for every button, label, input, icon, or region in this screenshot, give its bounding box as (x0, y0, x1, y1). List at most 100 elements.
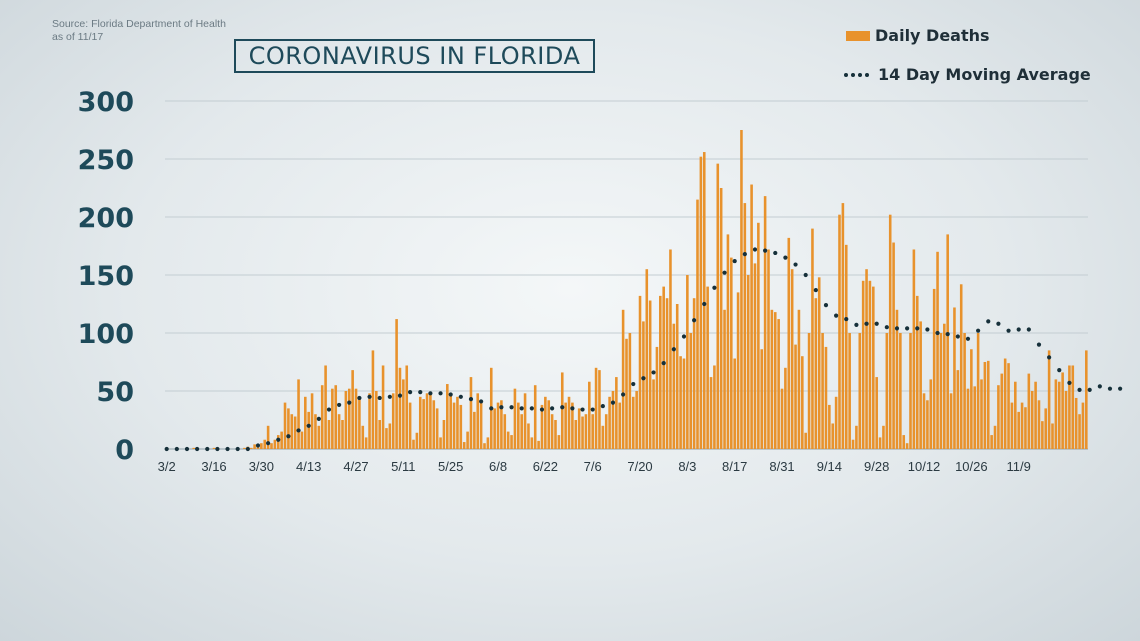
moving-average-point (894, 326, 900, 331)
bar (946, 234, 949, 449)
bar (388, 423, 392, 449)
source-note: Source: Florida Department of Health as … (52, 18, 226, 44)
bar (990, 435, 993, 449)
bar (517, 402, 520, 449)
moving-average-point (357, 395, 362, 401)
moving-average-point (560, 405, 565, 410)
moving-average-point (306, 423, 311, 428)
bar (970, 349, 973, 449)
moving-average-point (164, 446, 169, 452)
moving-average-point (864, 321, 869, 326)
moving-average-point (702, 301, 707, 307)
source-line: Source: Florida Department of Health (52, 18, 226, 30)
bar (848, 333, 851, 449)
bar (554, 420, 557, 449)
moving-average-point (448, 392, 453, 397)
bar (523, 393, 527, 449)
bar (773, 312, 777, 449)
moving-average-point (1087, 387, 1092, 392)
bar (422, 399, 425, 449)
bar (966, 388, 970, 449)
bar (615, 377, 618, 449)
bar (912, 249, 916, 449)
bar (1044, 408, 1048, 449)
moving-average-point (529, 406, 534, 411)
bar (283, 402, 287, 449)
bar (943, 323, 946, 449)
bar (662, 286, 665, 449)
moving-average-point (834, 313, 839, 318)
moving-average-point (752, 247, 758, 252)
bar (723, 309, 726, 449)
moving-average-point (1026, 327, 1031, 332)
moving-average-point (397, 393, 403, 398)
moving-average-point (550, 406, 555, 411)
bar (1034, 381, 1037, 449)
bar (473, 411, 476, 449)
bar (1003, 358, 1007, 449)
bar (493, 408, 496, 449)
moving-average-point (509, 405, 514, 410)
bar (486, 437, 490, 449)
bar (324, 365, 327, 449)
bar (834, 396, 838, 449)
moving-average-point (661, 361, 666, 366)
bar (689, 333, 693, 449)
y-tick-label: 150 (78, 261, 134, 292)
bar (1057, 381, 1061, 449)
moving-average-point (276, 437, 281, 442)
bar (530, 437, 534, 449)
moving-average-point (489, 406, 494, 411)
moving-average-point (286, 434, 291, 439)
x-tick-label: 5/11 (391, 459, 415, 474)
x-tick-label: 3/16 (201, 459, 226, 474)
bar (358, 396, 361, 449)
bar (402, 379, 405, 449)
bar (354, 388, 358, 449)
bar (334, 385, 338, 449)
x-tick-label: 10/12 (908, 459, 941, 474)
moving-average-point (844, 316, 849, 322)
bar (1000, 373, 1004, 449)
bar (997, 385, 1000, 449)
bar (527, 423, 530, 449)
x-tick-label: 7/20 (627, 459, 652, 474)
moving-average-point (763, 248, 768, 253)
moving-average-point (580, 407, 585, 412)
bar (540, 404, 544, 449)
bar (408, 402, 412, 449)
bar (588, 381, 591, 449)
y-tick-label: 300 (78, 87, 134, 118)
bar (888, 214, 892, 449)
bar (790, 269, 794, 449)
bar (844, 244, 848, 449)
bar (412, 439, 415, 449)
bar (726, 234, 730, 449)
bar (581, 416, 584, 449)
moving-average-point (681, 334, 687, 339)
bar (462, 442, 466, 449)
moving-average-point (1067, 380, 1072, 385)
bar (385, 428, 388, 449)
bar (899, 333, 902, 449)
bar (469, 377, 473, 449)
bar (547, 400, 551, 449)
bar (780, 388, 784, 449)
bar (598, 370, 601, 449)
bar (868, 280, 872, 449)
moving-average-point (367, 394, 372, 399)
bar (919, 321, 922, 449)
bar (307, 411, 310, 449)
bar (841, 203, 845, 449)
bar (686, 275, 689, 449)
bar (560, 372, 564, 449)
bar (1085, 350, 1088, 449)
bar (1017, 411, 1020, 449)
moving-average-point (631, 381, 636, 387)
moving-average-point (621, 392, 626, 397)
bar (817, 277, 821, 449)
bar (976, 333, 980, 449)
moving-average-point (1107, 386, 1113, 391)
bar (395, 319, 398, 449)
moving-average-point (874, 321, 879, 326)
